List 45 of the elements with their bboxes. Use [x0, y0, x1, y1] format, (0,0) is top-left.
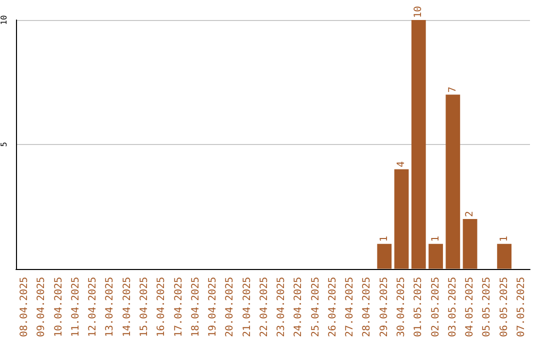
x-tick-label: 08.04.2025 [19, 276, 30, 338]
data-label: 7 [447, 86, 458, 93]
x-tick-label: 25.04.2025 [310, 276, 322, 338]
x-tick-label: 30.04.2025 [396, 276, 407, 338]
data-label: 4 [396, 161, 407, 168]
x-tick-label: 01.05.2025 [413, 276, 424, 338]
data-label: 2 [464, 211, 476, 218]
x-tick-label: 14.04.2025 [122, 276, 133, 338]
x-tick-label: 11.04.2025 [70, 276, 82, 338]
bar [394, 169, 409, 269]
x-tick-label: 12.04.2025 [88, 276, 99, 338]
data-label: 1 [430, 236, 442, 242]
x-tick-label: 18.04.2025 [190, 276, 202, 338]
bar [497, 244, 512, 269]
x-tick-label: 28.04.2025 [362, 276, 373, 338]
x-tick-label: 13.04.2025 [104, 276, 116, 338]
x-tick-label: 19.04.2025 [208, 276, 219, 338]
bar [428, 244, 443, 269]
x-tick-label: 17.04.2025 [173, 276, 184, 338]
x-tick-label: 22.04.2025 [258, 276, 270, 338]
x-tick-label: 07.05.2025 [516, 276, 527, 338]
x-tick-label: 29.04.2025 [378, 276, 390, 338]
x-tick-label: 20.04.2025 [224, 276, 236, 338]
x-tick-label: 27.04.2025 [344, 276, 356, 338]
x-tick-label: 23.04.2025 [276, 276, 288, 338]
bar [446, 94, 460, 269]
x-tick-label: 09.04.2025 [36, 276, 48, 338]
x-tick-label: 02.05.2025 [430, 276, 442, 338]
data-label: 1 [498, 236, 510, 242]
data-label: 10 [413, 6, 424, 18]
data-label: 1 [378, 236, 390, 242]
x-tick-label: 04.05.2025 [464, 276, 476, 338]
bar [411, 20, 426, 269]
x-tick-label: 06.05.2025 [498, 276, 510, 338]
x-tick-label: 05.05.2025 [482, 276, 493, 338]
y-tick-label: 5 [0, 142, 8, 147]
x-tick-label: 15.04.2025 [139, 276, 150, 338]
x-tick-label: 24.04.2025 [293, 276, 304, 338]
bar [462, 219, 478, 269]
bar [377, 244, 392, 269]
x-tick-label: 21.04.2025 [242, 276, 253, 338]
x-tick-label: 26.04.2025 [327, 276, 338, 338]
x-tick-label: 10.04.2025 [53, 276, 64, 338]
x-tick-label: 16.04.2025 [156, 276, 168, 338]
x-tick-label: 03.05.2025 [447, 276, 458, 338]
